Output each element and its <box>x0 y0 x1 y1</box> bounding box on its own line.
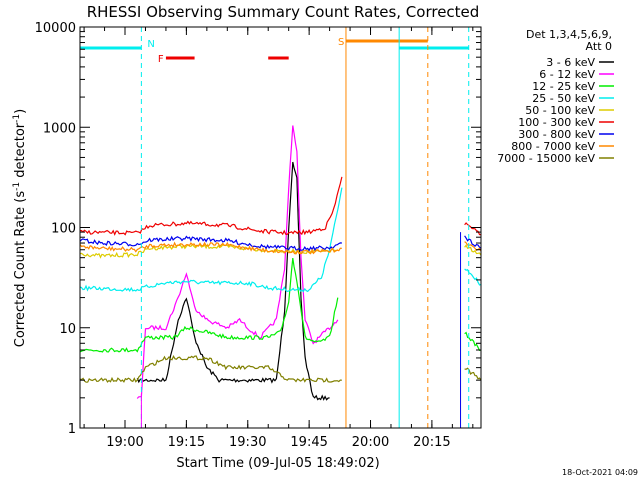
x-tick-labels: 19:00 19:15 19:30 19:45 20:00 20:15 <box>106 435 450 450</box>
y-label-main: Corrected Count Rate (s <box>13 191 28 348</box>
series-layer <box>79 125 482 401</box>
y-label-sup2: -1 <box>12 114 22 123</box>
series-line-3-6-keV <box>136 161 330 401</box>
y-tick-label: 10 <box>59 322 76 337</box>
legend-label: 800 - 7000 keV <box>511 140 595 153</box>
legend-label: 25 - 50 keV <box>532 92 595 105</box>
x-tick-label: 19:15 <box>168 435 205 450</box>
y-tick-label: 1 <box>68 422 76 437</box>
legend-header-line1: Det 1,3,4,5,6,9, <box>526 28 612 41</box>
x-tick-label: 19:00 <box>106 435 143 450</box>
y-tick-label: 10000 <box>35 21 76 36</box>
y-label-mid: detector <box>13 122 28 182</box>
series-line-after-gap-300-800-keV <box>464 235 482 249</box>
legend-label: 6 - 12 keV <box>539 68 595 81</box>
flags-layer: NF S <box>80 37 469 65</box>
legend-label: 7000 - 15000 keV <box>497 152 595 165</box>
legend-label: 12 - 25 keV <box>532 80 595 93</box>
x-tick-label: 19:45 <box>290 435 327 450</box>
flag-label-F: F <box>158 54 164 65</box>
series-line-25-50-keV <box>79 187 343 293</box>
x-tick-label: 20:00 <box>352 435 389 450</box>
series-line-7000-15000-keV <box>79 354 342 383</box>
series-line-100-300-keV <box>80 176 343 236</box>
series-line-after-gap-7000-15000-keV <box>464 367 482 381</box>
series-line-after-gap-50-100-keV <box>464 244 482 256</box>
footer-date: 18-Oct-2021 04:09 <box>562 468 638 477</box>
legend-header-line2: Att 0 <box>586 40 612 53</box>
y-label-end: ) <box>13 109 28 114</box>
series-line-800-7000-keV <box>79 241 342 255</box>
series-line-12-25-keV <box>79 258 339 353</box>
legend-label: 50 - 100 keV <box>525 104 595 117</box>
x-tick-label: 19:30 <box>229 435 266 450</box>
y-axis-label: Corrected Count Rate (s-1 detector-1) <box>12 109 28 347</box>
flag-label-N: N <box>147 39 154 50</box>
series-line-300-800-keV <box>79 235 342 252</box>
chart-title: RHESSI Observing Summary Count Rates, Co… <box>87 3 480 21</box>
vertical-lines-layer <box>79 27 470 428</box>
x-axis-label: Start Time (09-Jul-05 18:49:02) <box>176 456 379 471</box>
x-tick-label: 20:15 <box>413 435 450 450</box>
legend-label: 100 - 300 keV <box>518 116 595 129</box>
y-tick-labels: 1 10 100 1000 10000 <box>35 21 76 437</box>
legend-label: 3 - 6 keV <box>546 56 595 69</box>
series-line-50-100-keV <box>79 243 339 259</box>
y-label-sup1: -1 <box>12 182 22 191</box>
legend-label: 300 - 800 keV <box>518 128 595 141</box>
ticks-layer <box>80 26 481 429</box>
series-line-6-12-keV <box>136 125 339 399</box>
plot-frame <box>79 26 482 429</box>
series-line-after-gap-25-50-keV <box>464 268 482 286</box>
series-line-after-gap-100-300-keV <box>464 222 482 236</box>
series-line-after-gap-12-25-keV <box>464 331 482 351</box>
y-tick-label: 100 <box>51 222 76 237</box>
flag-label-S: S <box>338 37 344 48</box>
y-tick-label: 1000 <box>43 121 76 136</box>
